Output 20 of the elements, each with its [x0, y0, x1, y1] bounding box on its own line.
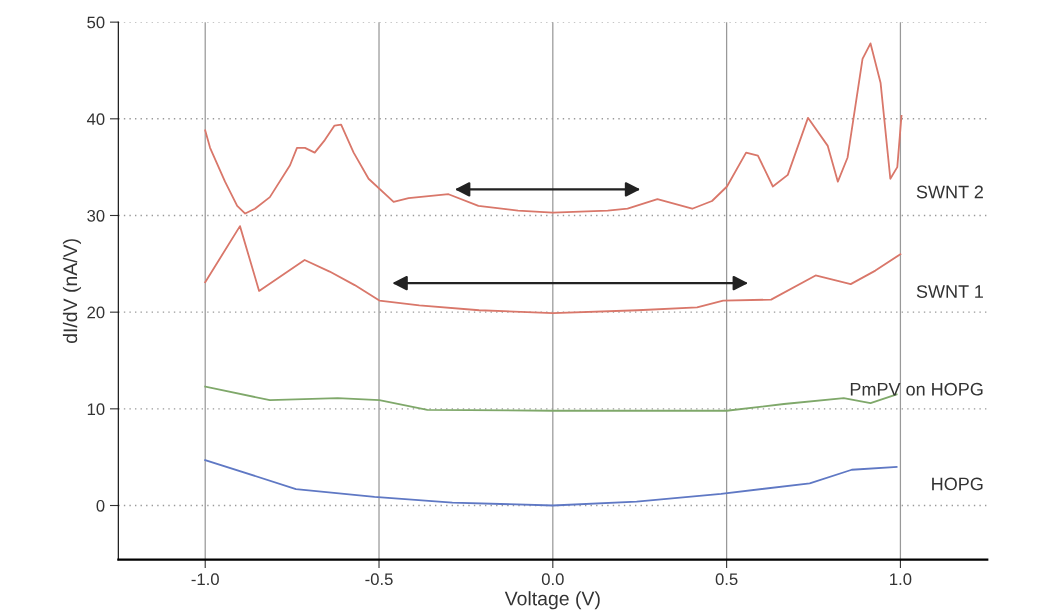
- x-tick-label: -0.5: [365, 573, 393, 586]
- series-label: PmPV on HOPG: [850, 382, 983, 396]
- text: HOPG: [932, 477, 983, 491]
- x-tick-label: -1.0: [191, 573, 219, 586]
- y-tick-label: 0: [96, 499, 105, 512]
- x-tick-label: 1.0: [890, 573, 912, 586]
- x-tick-label: 0.5: [715, 573, 738, 586]
- y-tick-label: 10: [87, 403, 105, 416]
- y-tick-label: 50: [87, 16, 105, 29]
- series-label: SWNT 2: [916, 185, 983, 199]
- x-axis-title: Voltage (V): [504, 591, 600, 610]
- x-tick-label: 0.0: [541, 573, 564, 586]
- line-series: [204, 42, 903, 215]
- y-tick-label: 40: [86, 113, 105, 126]
- line-series: [204, 459, 898, 507]
- line-series: [204, 225, 902, 315]
- y-tick-label: 20: [87, 306, 105, 319]
- y-tick-label: 30: [87, 209, 105, 222]
- y-axis-title: dI/dV (nA/V): [62, 239, 82, 344]
- series-label: SWNT 1: [916, 285, 983, 298]
